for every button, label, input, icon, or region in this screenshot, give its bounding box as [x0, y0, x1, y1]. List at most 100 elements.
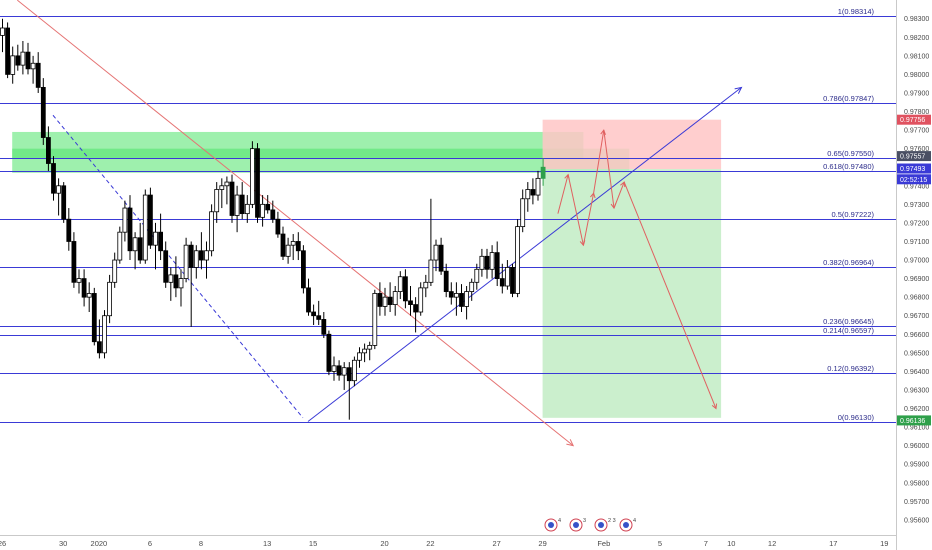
- time-axis-bg: [0, 536, 896, 550]
- fib-label: 0.382(0.96964): [823, 258, 874, 267]
- candle-body: [443, 270, 449, 292]
- candle-body: [5, 27, 10, 75]
- candle-body: [71, 241, 77, 283]
- candle-body: [331, 365, 337, 372]
- candle-body: [336, 365, 342, 376]
- candle-body: [397, 276, 403, 292]
- candle-body: [469, 281, 475, 292]
- candle-body: [183, 244, 189, 279]
- stop-loss-area: [542, 119, 722, 170]
- supply-zone: [12, 148, 630, 173]
- event-badges[interactable]: 4 3 2 3 4: [544, 518, 636, 532]
- projection-segment: [593, 130, 605, 194]
- candle-body: [341, 367, 347, 376]
- candle-body: [520, 198, 526, 228]
- zones-layer: [12, 119, 722, 418]
- fib-label: 0.236(0.96645): [823, 317, 874, 326]
- fib-label: 1(0.98314): [838, 7, 875, 16]
- candle-body: [418, 287, 424, 313]
- price-tag-label: 0.97756: [900, 117, 925, 124]
- fib-label: 0.65(0.97550): [827, 149, 874, 158]
- time-tick-label: 15: [309, 539, 317, 548]
- time-tick-label: 19: [880, 539, 888, 548]
- candle-body: [275, 218, 281, 235]
- price-tick-label: 0.95700: [904, 499, 929, 506]
- time-tick-label: 6: [148, 539, 152, 548]
- candle-body: [372, 293, 378, 346]
- projection-segment: [567, 174, 584, 246]
- candle-body: [499, 278, 505, 287]
- price-tick-label: 0.97100: [904, 239, 929, 246]
- time-axis[interactable]: 26 30 2020 6 8 13 15 20 22 27 29 Feb 5 7 10 12 17 19: [0, 536, 896, 550]
- candle-body: [204, 250, 209, 261]
- price-tick-label: 0.95600: [904, 517, 929, 524]
- price-tick-label: 0.98100: [904, 53, 929, 60]
- candle-body: [504, 267, 510, 287]
- price-tick-label: 0.96600: [904, 332, 929, 339]
- fib-label: 0.618(0.97480): [823, 162, 874, 171]
- candle-body: [479, 255, 485, 270]
- candle-body: [306, 287, 311, 313]
- price-tick-label: 0.98000: [904, 72, 929, 79]
- candle-body: [102, 315, 107, 354]
- price-tick-label: 0.97200: [904, 220, 929, 227]
- candle-body: [35, 62, 41, 88]
- candle-body: [122, 207, 128, 233]
- candle-body: [423, 281, 429, 289]
- price-tick-label: 0.96200: [904, 406, 929, 413]
- time-tick-label: 2020: [91, 539, 108, 548]
- time-tick-label: 29: [538, 539, 546, 548]
- candle-body: [15, 55, 21, 66]
- candle-body: [142, 194, 148, 261]
- price-tag-label: 0.97493: [900, 166, 925, 173]
- flag-icon: [623, 522, 629, 528]
- candle-body: [224, 181, 230, 187]
- candle-body: [392, 291, 398, 305]
- candle-body: [311, 311, 317, 317]
- projection-segment: [557, 174, 569, 214]
- price-tick-label: 0.97000: [904, 258, 929, 265]
- candle-body: [0, 27, 5, 36]
- event-badge-count: 4: [558, 518, 561, 524]
- time-tick-label: 5: [658, 539, 662, 548]
- projection-segment: [623, 181, 717, 409]
- projection-segment: [603, 130, 615, 209]
- price-tag-label: 0.97557: [900, 154, 925, 161]
- time-tick-label: 13: [263, 539, 271, 548]
- candle-body: [51, 163, 56, 194]
- support-trendline: [307, 87, 742, 422]
- candle-body: [81, 278, 87, 298]
- candle-body: [535, 177, 541, 196]
- candle-body: [132, 237, 138, 252]
- price-tick-label: 0.96700: [904, 313, 929, 320]
- candle-body: [494, 252, 500, 279]
- price-tag: [897, 174, 931, 185]
- candle-body: [362, 348, 368, 354]
- candle-body: [91, 293, 97, 343]
- candle-body: [10, 55, 16, 75]
- fib-label: 0.214(0.96597): [823, 326, 874, 335]
- price-axis[interactable]: 0.98300 0.98200 0.98100 0.98000 0.97900 0.978…: [897, 0, 932, 550]
- candle-body: [474, 268, 480, 283]
- time-tick-label: Feb: [597, 539, 610, 548]
- price-tick-label: 0.96100: [904, 425, 929, 432]
- candle-body: [402, 276, 408, 302]
- candle-body: [453, 293, 459, 298]
- fib-label: 0.786(0.97847): [823, 94, 874, 103]
- candle-body: [117, 231, 123, 261]
- price-tick-label: 0.95800: [904, 480, 929, 487]
- candle-body: [158, 231, 164, 252]
- candle-body: [530, 189, 536, 196]
- flag-icon: [548, 522, 554, 528]
- price-tick-label: 0.95900: [904, 462, 929, 469]
- event-badge-count: 3: [583, 518, 586, 524]
- candle-body: [147, 194, 153, 246]
- candle-body: [86, 293, 92, 298]
- candle-body: [316, 315, 322, 320]
- candle-body: [489, 252, 495, 270]
- price-tick-label: 0.96800: [904, 295, 929, 302]
- price-axis-bg: [897, 0, 932, 550]
- candle-body: [285, 244, 291, 257]
- fib-label: 0(0.96130): [838, 413, 875, 422]
